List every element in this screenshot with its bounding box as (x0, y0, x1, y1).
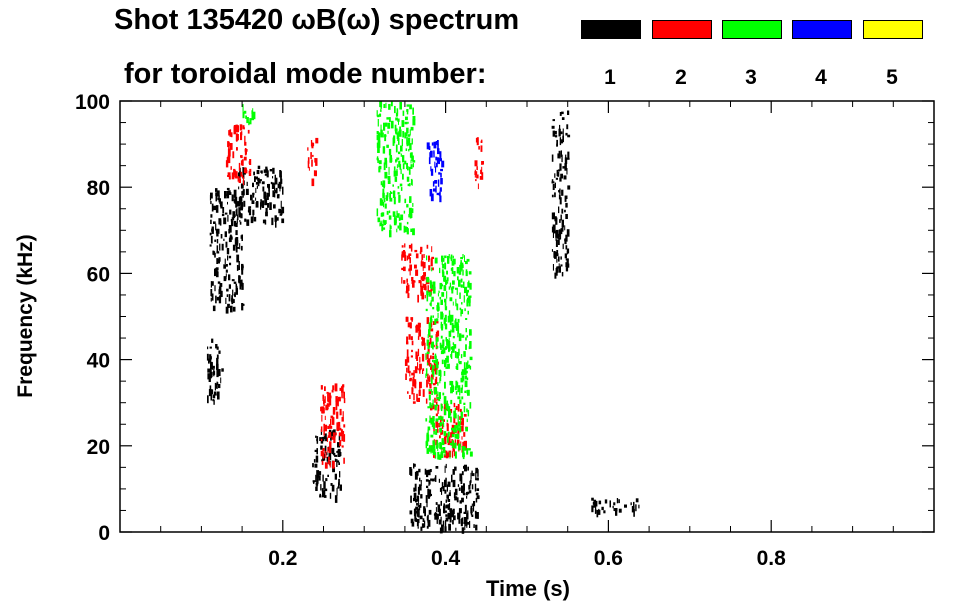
axis-ticks: 0.2 0.4 0.6 0.8 0 20 40 60 80 100 (75, 91, 934, 570)
x-tick-label: 0.4 (431, 547, 461, 570)
x-tick-label: 0.8 (757, 547, 787, 570)
legend-swatch-3 (722, 20, 782, 39)
chart-title: Shot 135420 ωB(ω) spectrum (114, 4, 520, 36)
spectral-region-mode-3 (425, 254, 473, 460)
spectral-region-mode-1 (591, 497, 640, 518)
spectral-region-mode-2 (320, 383, 346, 469)
spectral-region-mode-2 (307, 137, 319, 187)
legend-label-4: 4 (815, 66, 827, 89)
spectral-region-mode-1 (551, 110, 571, 279)
y-tick-label: 80 (87, 177, 110, 200)
chart-subtitle: for toroidal mode number: (124, 58, 487, 90)
y-tick-label: 40 (87, 350, 110, 373)
spectral-region-mode-4 (426, 140, 445, 203)
series-1 (206, 110, 640, 534)
y-axis-label: Frequency (kHz) (14, 234, 37, 397)
y-tick-label: 100 (75, 91, 110, 114)
x-tick-label: 0.2 (268, 547, 297, 570)
series-2 (225, 124, 484, 469)
spectrum-marks (206, 101, 640, 534)
spectral-region-mode-2 (474, 137, 484, 190)
legend-swatch-5 (863, 20, 923, 39)
legend-swatch-4 (792, 20, 852, 39)
legend-swatch-1 (581, 20, 641, 39)
spectral-region-mode-3 (376, 101, 416, 238)
legend-label-3: 3 (745, 66, 757, 89)
spectral-region-mode-1 (409, 463, 480, 534)
y-tick-label: 0 (98, 522, 110, 545)
spectral-region-mode-2 (401, 243, 434, 303)
spectral-region-mode-2 (225, 124, 252, 186)
legend-label-5: 5 (886, 66, 898, 89)
spectral-region-mode-1 (234, 165, 285, 228)
series-4 (426, 140, 445, 203)
series-3 (242, 101, 473, 460)
y-tick-label: 20 (87, 436, 110, 459)
y-tick-label: 60 (87, 263, 110, 286)
legend-label-2: 2 (675, 66, 687, 89)
x-tick-label: 0.6 (594, 547, 623, 570)
spectral-region-mode-3 (242, 104, 256, 126)
spectral-region-mode-1 (312, 429, 342, 503)
spectral-region-mode-1 (206, 338, 224, 405)
legend-label-1: 1 (604, 66, 616, 89)
spectral-region-mode-1 (209, 187, 245, 314)
legend-swatch-2 (652, 20, 712, 39)
x-axis-label: Time (s) (486, 576, 570, 601)
